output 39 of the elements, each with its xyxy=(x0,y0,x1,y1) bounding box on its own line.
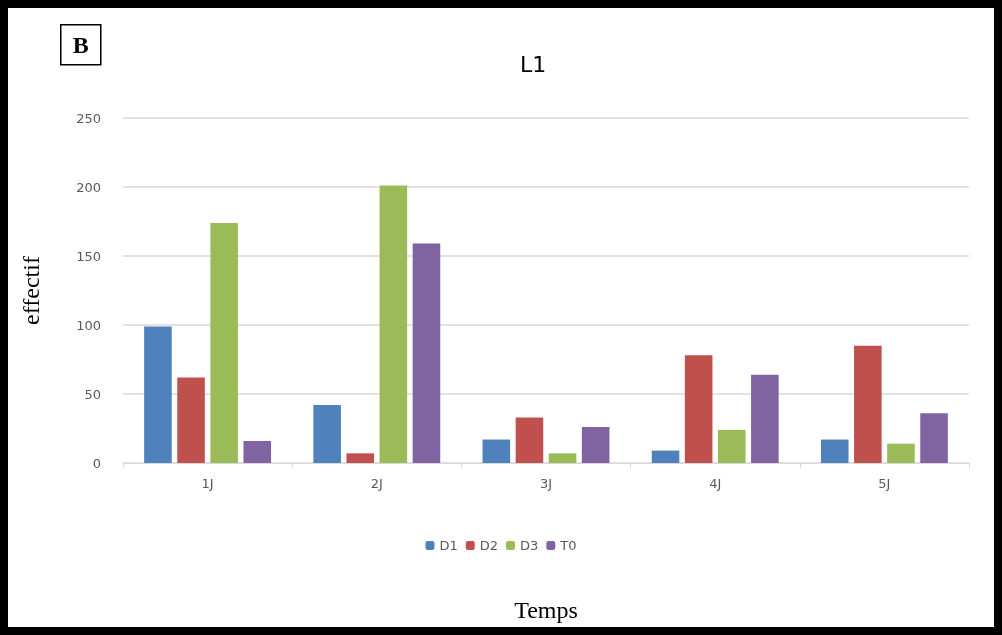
legend-label: D3 xyxy=(520,538,539,553)
y-axis-title: effectif xyxy=(18,256,44,325)
x-tick-label: 3J xyxy=(539,476,553,491)
bar xyxy=(751,374,779,463)
bar xyxy=(144,326,172,463)
bar xyxy=(412,243,441,463)
chart-title: L1 xyxy=(519,51,547,77)
x-tick-label: 2J xyxy=(370,476,383,491)
legend-label: T0 xyxy=(559,538,577,553)
bar xyxy=(887,443,915,463)
legend-label: D2 xyxy=(479,538,499,553)
x-tick-label: 5J xyxy=(878,476,891,491)
x-axis-title: Temps xyxy=(514,597,578,623)
x-tick-label: 1J xyxy=(201,476,214,491)
bar xyxy=(346,453,375,463)
bar xyxy=(515,417,544,463)
bar xyxy=(684,355,713,463)
bar xyxy=(717,429,746,463)
bar xyxy=(548,453,577,463)
y-tick-label: 150 xyxy=(76,248,101,264)
bar xyxy=(313,405,341,463)
bar xyxy=(651,450,680,463)
bar xyxy=(854,345,882,463)
bar xyxy=(177,377,205,463)
y-tick-label: 250 xyxy=(76,110,101,126)
legend-label: D1 xyxy=(439,538,458,553)
y-tick-label: 200 xyxy=(76,179,101,195)
bar xyxy=(581,427,610,463)
y-tick-label: 0 xyxy=(92,455,101,471)
y-tick-label: 50 xyxy=(84,386,101,402)
bar xyxy=(482,439,511,463)
bar xyxy=(820,439,849,463)
bar xyxy=(379,185,408,463)
bar xyxy=(243,440,272,463)
x-tick-label: 4J xyxy=(709,476,722,491)
y-tick-label: 100 xyxy=(76,317,101,333)
bar xyxy=(210,222,238,463)
text: B xyxy=(72,31,89,58)
bar xyxy=(920,413,948,463)
